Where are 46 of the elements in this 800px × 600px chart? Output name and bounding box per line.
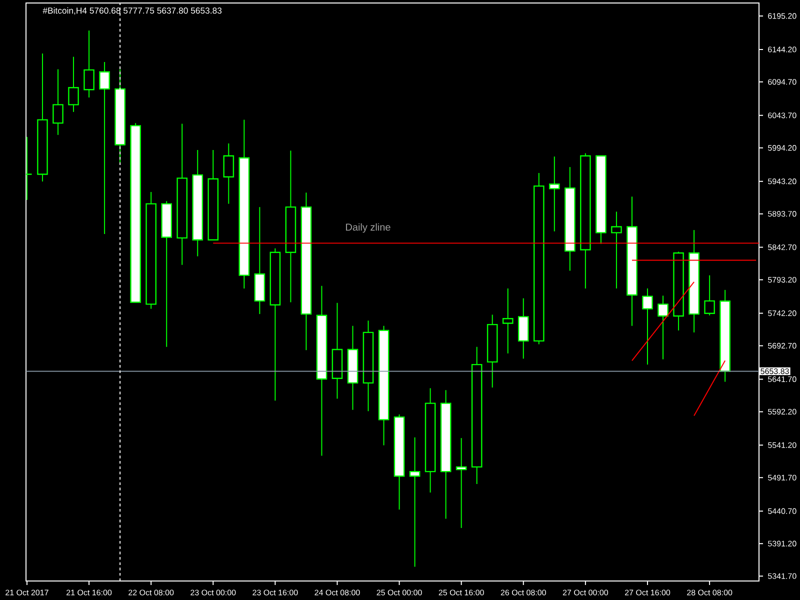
y-tick-label: 6144.20 — [768, 46, 796, 52]
candlestick — [611, 211, 622, 289]
candlestick — [549, 156, 560, 232]
x-tick-label: 23 Oct 16:00 — [252, 590, 298, 596]
y-tick-label: 5440.70 — [768, 508, 796, 514]
y-tick-label: 5391.20 — [768, 540, 796, 546]
x-tick-label: 25 Oct 16:00 — [438, 590, 484, 596]
y-tick-label: 5341.70 — [768, 573, 796, 579]
x-tick-label: 26 Oct 08:00 — [500, 590, 546, 596]
x-tick-label: 28 Oct 08:00 — [687, 590, 732, 596]
y-tick-label: 5592.20 — [768, 408, 796, 415]
x-tick-label: 25 Oct 00:00 — [376, 590, 422, 596]
x-tick-label: 22 Oct 08:00 — [128, 590, 174, 596]
candlestick — [223, 142, 234, 204]
candlestick — [658, 295, 668, 360]
x-tick-label: 23 Oct 00:00 — [190, 590, 236, 596]
y-tick-label: 5742.20 — [768, 310, 796, 316]
candlestick — [502, 288, 514, 354]
chart-title: #Bitcoin,H4 5760.68 5777.75 5637.80 5653.83 — [42, 7, 222, 15]
candlestick — [99, 62, 110, 234]
x-tick-label: 21 Oct 2017 — [6, 590, 48, 596]
y-tick-label: 5692.70 — [768, 342, 796, 349]
y-tick-label: 6043.70 — [768, 112, 796, 118]
annotation: Daily zline — [346, 223, 390, 233]
y-tick-label: 5541.20 — [768, 442, 796, 448]
y-tick-label: 5793.20 — [768, 276, 796, 283]
x-tick-label: 27 Oct 16:00 — [624, 590, 670, 596]
y-tick-label: 6094.70 — [768, 79, 796, 85]
y-tick-label: 5994.20 — [768, 145, 796, 151]
candlestick — [52, 68, 64, 136]
candlestick — [409, 436, 420, 568]
x-tick-label: 27 Oct 00:00 — [562, 590, 608, 596]
candlestick — [68, 56, 79, 112]
y-tick-label: 6195.20 — [768, 13, 796, 19]
candlestick — [456, 438, 467, 528]
y-tick-label: 5943.20 — [768, 178, 796, 184]
x-tick-label: 24 Oct 08:00 — [314, 590, 360, 596]
candlestick — [642, 288, 653, 366]
y-tick-label: 5842.70 — [768, 244, 796, 250]
candlestick — [84, 30, 94, 98]
candlestick — [704, 274, 715, 316]
y-tick-label: 5641.70 — [768, 376, 796, 382]
y-tick-label: 5893.70 — [768, 211, 796, 217]
y-tick-label: 5491.70 — [768, 474, 796, 480]
ref-line-label: 5653.83 — [760, 368, 789, 374]
x-tick-label: 21 Oct 16:00 — [66, 590, 112, 596]
